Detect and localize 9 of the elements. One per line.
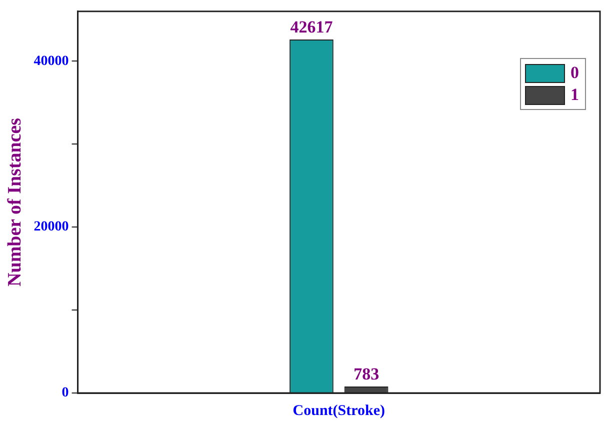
x-tick-label: Count(Stroke) bbox=[292, 402, 386, 419]
legend-label: 1 bbox=[570, 85, 579, 106]
y-axis-title: Number of Instances bbox=[4, 118, 26, 286]
y-tick-label: 20000 bbox=[34, 220, 69, 235]
legend-label: 0 bbox=[570, 63, 579, 84]
data-label: 42617 bbox=[290, 17, 334, 36]
y-tick-label: 0 bbox=[62, 386, 69, 401]
data-label: 783 bbox=[354, 364, 380, 384]
y-tick-label: 40000 bbox=[34, 54, 69, 69]
